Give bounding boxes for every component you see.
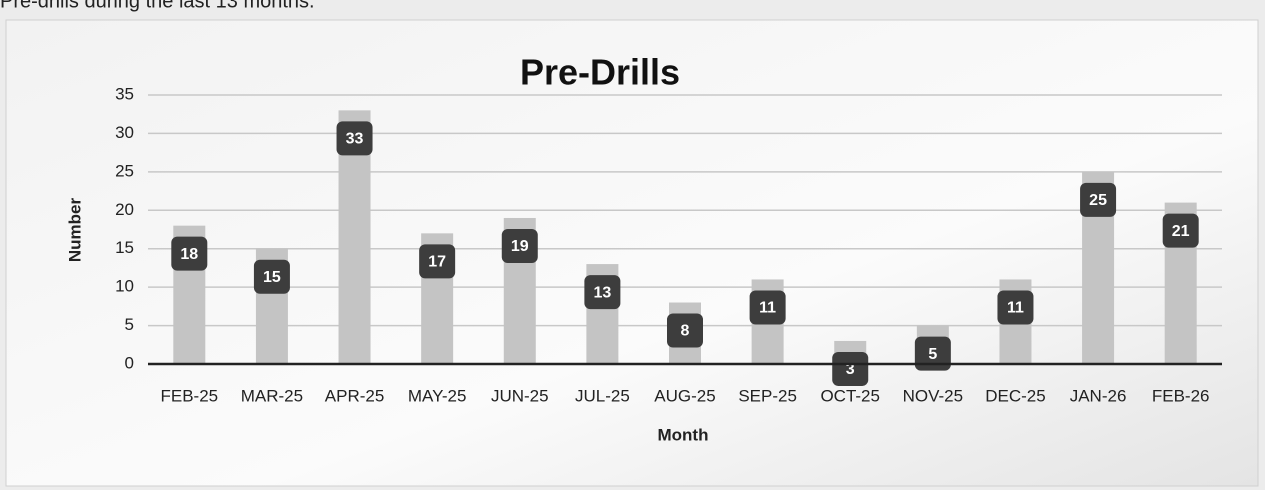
data-label: 15: [263, 269, 281, 286]
x-tick-label: JUN-25: [491, 386, 549, 405]
caption: Pre-drills during the last 13 months.: [0, 0, 315, 12]
data-label-box: [171, 236, 208, 271]
data-label: 3: [846, 361, 855, 378]
data-label: 8: [681, 323, 690, 340]
chart-area: [5, 19, 1259, 487]
x-tick-label: FEB-26: [1152, 386, 1210, 405]
y-tick-label: 10: [115, 277, 134, 296]
data-label: 5: [928, 346, 937, 363]
y-tick-label: 15: [115, 238, 134, 257]
x-axis-title: Month: [658, 425, 709, 444]
data-label: 13: [593, 284, 611, 301]
data-label-box: [914, 336, 951, 371]
x-tick-label: MAR-25: [241, 386, 303, 405]
data-label: 33: [346, 131, 364, 148]
data-label-box: [336, 121, 373, 156]
data-label-box: [584, 275, 621, 310]
data-label-box: [501, 228, 538, 263]
y-tick-label: 30: [115, 123, 134, 142]
y-tick-label: 20: [115, 200, 134, 219]
x-tick-label: OCT-25: [820, 386, 880, 405]
y-tick-label: 5: [125, 315, 134, 334]
data-label-box: [667, 313, 703, 348]
y-axis-title: Number: [65, 198, 84, 263]
chart-title: Pre-Drills: [520, 52, 680, 93]
data-label: 21: [1172, 223, 1190, 240]
x-tick-label: AUG-25: [654, 386, 715, 405]
y-tick-label: 25: [115, 161, 134, 180]
x-tick-label: FEB-25: [160, 386, 218, 405]
y-tick-label: 35: [115, 84, 134, 103]
data-label-box: [253, 259, 290, 294]
data-label-box: [1162, 213, 1199, 248]
data-label-box: [749, 290, 786, 325]
x-tick-label: NOV-25: [903, 386, 963, 405]
x-tick-label: DEC-25: [985, 386, 1045, 405]
data-label: 25: [1089, 192, 1107, 209]
data-label: 11: [1007, 300, 1024, 317]
data-label: 17: [428, 254, 446, 271]
x-tick-label: APR-25: [325, 386, 385, 405]
data-label: 18: [180, 246, 198, 263]
data-label-box: [419, 244, 456, 279]
data-label: 19: [511, 238, 529, 255]
data-label: 11: [759, 300, 776, 317]
x-tick-label: JUL-25: [575, 386, 630, 405]
data-label-box: [997, 290, 1034, 325]
data-label-box: [832, 351, 869, 386]
y-tick-label: 0: [125, 353, 134, 372]
x-tick-label: MAY-25: [408, 386, 467, 405]
x-tick-label: JAN-26: [1070, 386, 1127, 405]
x-tick-label: SEP-25: [738, 386, 797, 405]
data-label-box: [1080, 182, 1117, 217]
